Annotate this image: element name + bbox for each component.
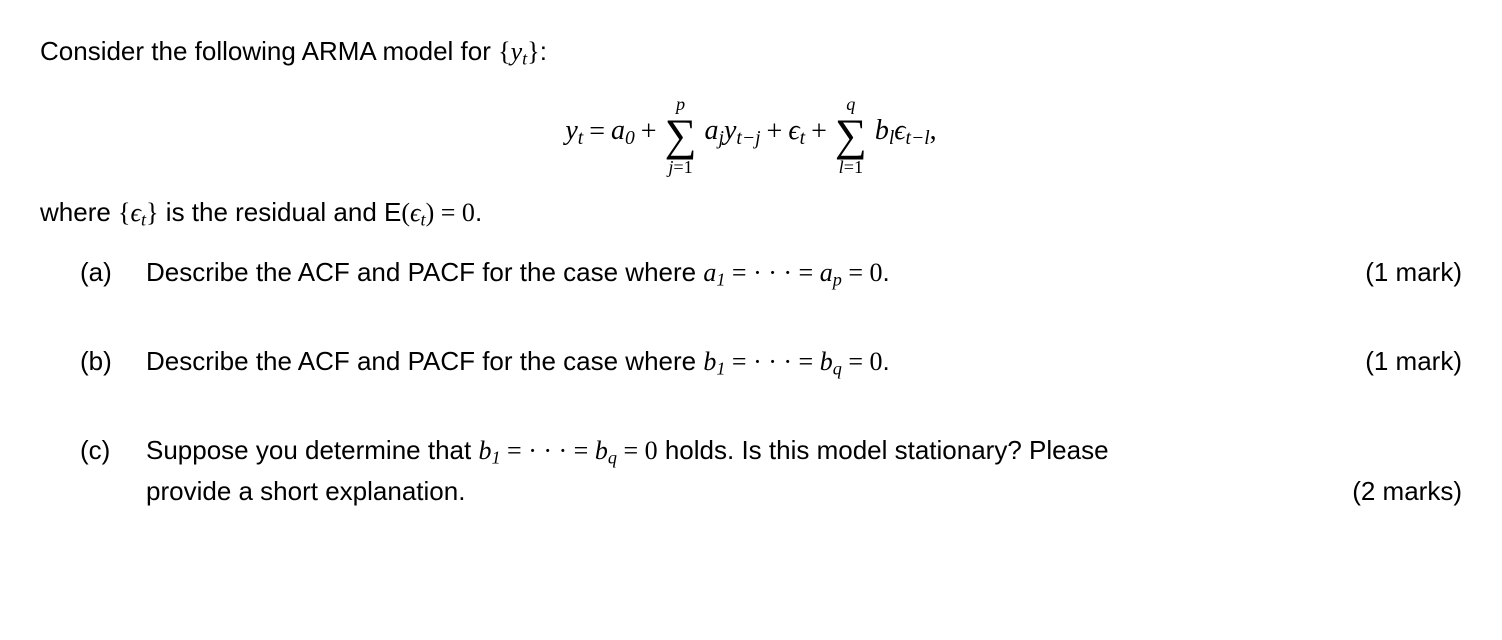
intro-suffix: : [540,36,547,66]
sum2-low-r: =1 [844,157,863,177]
part-a-ap-sub: p [833,270,842,290]
part-a-label: (a) [80,253,122,292]
part-a-period: . [883,257,890,287]
eq-a0: a [611,115,625,146]
part-a-marks: (1 mark) [1365,253,1462,292]
part-a-ap: a [820,258,833,287]
part-c-bq: b [595,436,608,465]
eq-lhs-var: y [565,115,577,146]
part-c-b1-sub: 1 [491,448,500,468]
where-paren-close: ) [426,198,435,227]
eq-term2-e-sub: t−l [906,128,930,149]
sum1-sym: ∑ [665,115,697,155]
eq-plus1: + [641,111,657,153]
eq-eps-sub: t [800,128,805,149]
where-eps2: ϵ [410,198,420,227]
eq-tail: , [930,115,937,146]
eq-term2-e: ϵ [894,115,905,146]
part-b-period: . [883,346,890,376]
eq-term1-y-sub: t−j [736,128,760,149]
where-prefix: where [40,197,118,227]
part-b-text: Describe the ACF and PACF for the case w… [146,346,703,376]
intro-prefix: Consider the following ARMA model for [40,36,498,66]
part-c: (c) Suppose you determine that b1 = · · … [80,431,1462,511]
sum2: q ∑ l=1 [835,95,867,177]
part-b-marks: (1 mark) [1365,342,1462,381]
part-c-line2: provide a short explanation. [146,476,465,506]
sum1: p ∑ j=1 [665,95,697,177]
part-c-b1: b [478,436,491,465]
part-c-marks: (2 marks) [1352,472,1462,511]
part-b-bq-sub: q [833,359,842,379]
eq-lhs-sub: t [578,128,583,149]
eq-term1-y: y [724,115,736,146]
eq-eps: ϵ [788,115,799,146]
eq-plus2: + [767,111,783,153]
where-eps: ϵ [131,198,141,227]
part-a: (a) Describe the ACF and PACF for the ca… [80,253,1462,294]
where-mid: is the residual and [159,197,384,227]
part-c-zero: = 0 [617,436,658,465]
where-period: . [475,197,482,227]
where-paren-open: ( [401,198,410,227]
eq-term1-a: a [705,115,719,146]
part-b-dots: = · · · = [725,347,819,376]
where-brace-open: { [118,198,130,227]
where-eq-zero: = 0 [434,198,475,227]
part-b: (b) Describe the ACF and PACF for the ca… [80,342,1462,383]
part-a-zero: = 0 [842,258,883,287]
part-c-dots: = · · · = [501,436,595,465]
eq-eq: = [589,111,605,153]
part-b-b1: b [703,347,716,376]
part-b-zero: = 0 [842,347,883,376]
eq-a0-sub: 0 [625,128,635,149]
part-a-dots: = · · · = [725,258,819,287]
where-line: where {ϵt} is the residual and E(ϵt) = 0… [40,193,1462,234]
equation: yt = a0 + p ∑ j=1 ajyt−j + ϵt + q ∑ l=1 … [40,91,1462,173]
brace-close: } [527,37,539,66]
brace-open: { [498,37,510,66]
part-c-label: (c) [80,431,122,470]
part-b-label: (b) [80,342,122,381]
sum1-low-r: =1 [673,157,692,177]
where-E: E [384,197,401,227]
where-brace-close: } [146,198,158,227]
part-b-bq: b [820,347,833,376]
intro-line: Consider the following ARMA model for {y… [40,32,1462,73]
part-c-text2: holds. Is this model stationary? Please [658,435,1109,465]
part-a-a1: a [703,258,716,287]
parts-list: (a) Describe the ACF and PACF for the ca… [80,253,1462,511]
eq-term2-b: b [875,115,889,146]
intro-var: y [511,37,523,66]
part-c-bq-sub: q [608,448,617,468]
sum2-sym: ∑ [835,115,867,155]
part-a-text: Describe the ACF and PACF for the case w… [146,257,703,287]
eq-plus3: + [811,111,827,153]
part-c-text1: Suppose you determine that [146,435,478,465]
